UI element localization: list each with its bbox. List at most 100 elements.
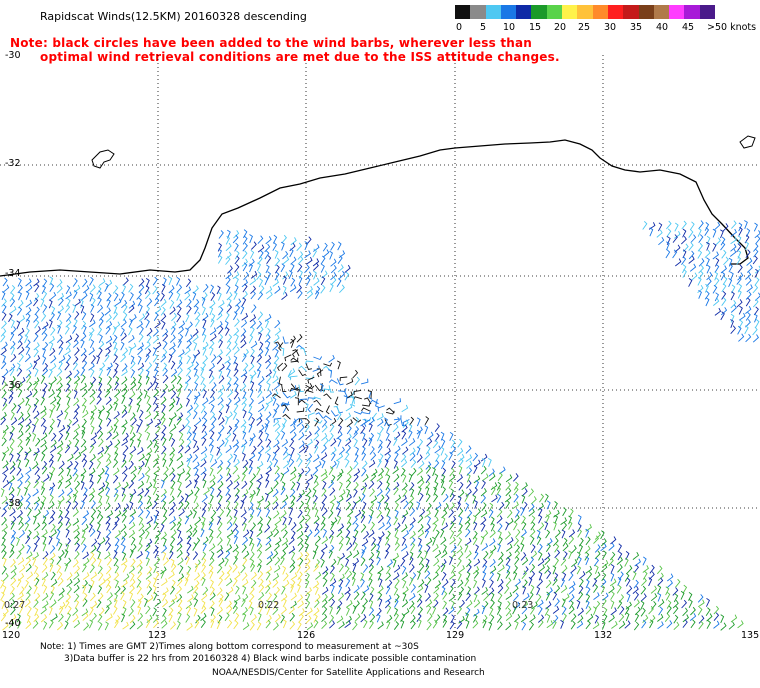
- wind-barb: [481, 480, 486, 490]
- wind-barb: [688, 242, 694, 251]
- wind-barb: [48, 516, 55, 525]
- wind-barb: [409, 614, 416, 624]
- wind-barb: [290, 338, 295, 348]
- wind-barb: [194, 382, 199, 391]
- wind-barb: [136, 570, 143, 580]
- wind-barb: [9, 501, 13, 510]
- wind-barb: [99, 537, 106, 546]
- wind-barb: [514, 620, 519, 630]
- wind-barb: [218, 593, 224, 603]
- wind-barb: [640, 607, 646, 617]
- wind-barb: [162, 592, 167, 602]
- wind-barb: [11, 403, 17, 412]
- wind-barb: [585, 579, 590, 589]
- wind-barb: [240, 334, 246, 343]
- wind-barb: [352, 605, 357, 614]
- wind-barb: [185, 278, 192, 288]
- wind-barb: [394, 522, 401, 531]
- wind-barb: [66, 572, 73, 581]
- wind-barb: [480, 488, 487, 497]
- wind-barb: [105, 599, 112, 609]
- wind-barb: [40, 405, 47, 414]
- wind-barb: [209, 306, 214, 316]
- wind-barb: [441, 571, 447, 581]
- wind-barb: [72, 614, 79, 623]
- wind-barb: [64, 347, 71, 356]
- wind-barb: [346, 419, 353, 428]
- footer-note-2: 3)Data buffer is 22 hrs from 20160328 4)…: [64, 654, 477, 664]
- wind-barb: [201, 306, 206, 315]
- wind-barb: [456, 474, 463, 483]
- wind-barb: [82, 325, 87, 334]
- wind-barb: [320, 468, 328, 477]
- wind-barb: [226, 480, 233, 489]
- wind-barb: [377, 585, 384, 594]
- wind-barb: [624, 620, 631, 629]
- wind-barb: [88, 382, 94, 391]
- wind-barb: [81, 311, 87, 321]
- wind-barb: [554, 549, 561, 559]
- wind-barb: [473, 475, 481, 484]
- wind-barb: [256, 412, 263, 421]
- wind-barb: [304, 250, 311, 259]
- wind-barb: [314, 559, 320, 568]
- wind-barb: [224, 355, 231, 364]
- wind-barb: [682, 614, 689, 623]
- wind-barb: [224, 437, 229, 447]
- wind-barb: [487, 458, 492, 467]
- wind-barb: [257, 291, 264, 301]
- wind-barb: [673, 593, 679, 603]
- wind-barb: [104, 502, 111, 512]
- wind-barb: [585, 528, 590, 538]
- wind-barb: [154, 571, 160, 581]
- wind-barb: [226, 397, 232, 407]
- wind-barb: [426, 577, 432, 586]
- wind-barb: [450, 550, 456, 560]
- wind-barb: [209, 579, 214, 589]
- wind-barb: [217, 537, 223, 546]
- wind-barb: [400, 453, 407, 463]
- wind-barb: [153, 545, 159, 554]
- wind-barb: [49, 291, 57, 301]
- wind-barb: [201, 383, 207, 393]
- wind-barb: [337, 417, 344, 427]
- wind-barb: [42, 389, 46, 399]
- wind-barb: [192, 528, 198, 537]
- wind-barb: [288, 545, 296, 554]
- wind-barb: [232, 432, 237, 442]
- wind-barb: [227, 453, 233, 463]
- wind-barb: [89, 564, 95, 574]
- wind-barb: [98, 418, 103, 427]
- wind-barb: [138, 409, 144, 419]
- wind-barb: [98, 367, 104, 377]
- wind-barb: [202, 586, 209, 596]
- wind-barb: [474, 500, 478, 509]
- wind-barb: [585, 600, 590, 609]
- wind-barb: [153, 402, 159, 412]
- wind-barb: [24, 579, 29, 589]
- wind-barb: [545, 529, 551, 539]
- wind-barb: [728, 621, 735, 630]
- wind-barb: [371, 536, 376, 546]
- wind-barb: [8, 619, 15, 629]
- wind-barb: [369, 613, 376, 623]
- wind-barb: [362, 598, 368, 607]
- wind-barb: [649, 614, 656, 624]
- wind-barb: [675, 578, 681, 588]
- wind-barb: [56, 285, 63, 294]
- wind-barb: [128, 460, 134, 470]
- wind-barb: [319, 383, 324, 393]
- wind-barb: [138, 535, 143, 545]
- time-label: 0:22: [258, 600, 280, 611]
- wind-barb: [400, 494, 407, 503]
- wind-barb: [209, 327, 217, 336]
- wind-barb: [217, 459, 224, 469]
- wind-barb: [280, 510, 287, 519]
- wind-barb: [176, 536, 183, 546]
- wind-barb: [688, 278, 693, 287]
- wind-barb: [432, 439, 439, 449]
- wind-barb: [186, 334, 193, 343]
- wind-barb: [248, 334, 254, 344]
- wind-barb: [216, 502, 222, 512]
- wind-barb: [122, 551, 127, 561]
